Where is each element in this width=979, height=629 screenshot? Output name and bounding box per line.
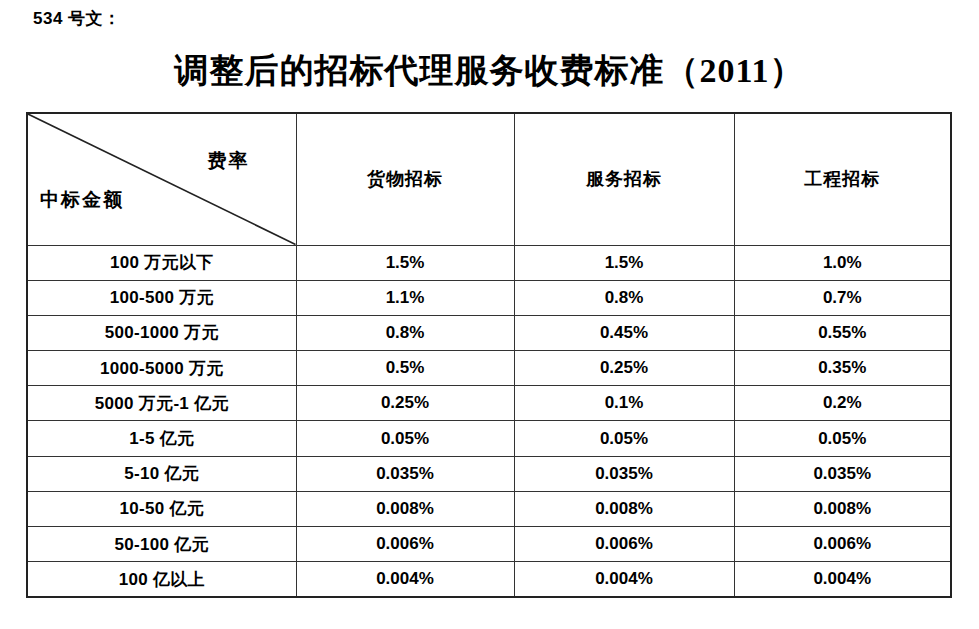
amount-cell: 100 亿以上 (27, 562, 296, 597)
service-rate-cell: 0.006% (514, 527, 734, 562)
table-row: 1000-5000 万元 0.5% 0.25% 0.35% (27, 351, 951, 386)
amount-cell: 500-1000 万元 (27, 315, 296, 350)
table-header-row: 费率 中标金额 货物招标 服务招标 工程招标 (27, 113, 951, 245)
service-rate-cell: 0.45% (514, 315, 734, 350)
goods-rate-cell: 1.5% (296, 245, 514, 280)
engineering-rate-cell: 0.55% (734, 315, 951, 350)
amount-cell: 5000 万元-1 亿元 (27, 386, 296, 421)
table-row: 1-5 亿元 0.05% 0.05% 0.05% (27, 421, 951, 456)
corner-header-cell: 费率 中标金额 (27, 113, 296, 245)
amount-cell: 1-5 亿元 (27, 421, 296, 456)
goods-rate-cell: 1.1% (296, 280, 514, 315)
document-page: 534 号文： 调整后的招标代理服务收费标准（2011） 费率 中标金额 货物招… (0, 0, 979, 629)
table-row: 100-500 万元 1.1% 0.8% 0.7% (27, 280, 951, 315)
page-title: 调整后的招标代理服务收费标准（2011） (0, 48, 979, 94)
amount-cell: 1000-5000 万元 (27, 351, 296, 386)
engineering-rate-cell: 0.004% (734, 562, 951, 597)
table-row: 10-50 亿元 0.008% 0.008% 0.008% (27, 491, 951, 526)
column-header-engineering: 工程招标 (734, 113, 951, 245)
table-row: 100 万元以下 1.5% 1.5% 1.0% (27, 245, 951, 280)
service-rate-cell: 0.008% (514, 491, 734, 526)
goods-rate-cell: 0.25% (296, 386, 514, 421)
fee-rate-table: 费率 中标金额 货物招标 服务招标 工程招标 100 万元以下 1.5% 1.5… (26, 112, 952, 598)
diagonal-divider-line (28, 114, 296, 245)
engineering-rate-cell: 0.006% (734, 527, 951, 562)
engineering-rate-cell: 1.0% (734, 245, 951, 280)
amount-cell: 5-10 亿元 (27, 456, 296, 491)
table-row: 500-1000 万元 0.8% 0.45% 0.55% (27, 315, 951, 350)
amount-cell: 50-100 亿元 (27, 527, 296, 562)
table-row: 50-100 亿元 0.006% 0.006% 0.006% (27, 527, 951, 562)
table-row: 100 亿以上 0.004% 0.004% 0.004% (27, 562, 951, 597)
amount-cell: 10-50 亿元 (27, 491, 296, 526)
goods-rate-cell: 0.05% (296, 421, 514, 456)
rate-axis-label: 费率 (208, 148, 250, 174)
doc-number-label: 534 号文： (33, 7, 121, 30)
service-rate-cell: 0.1% (514, 386, 734, 421)
engineering-rate-cell: 0.008% (734, 491, 951, 526)
engineering-rate-cell: 0.35% (734, 351, 951, 386)
engineering-rate-cell: 0.035% (734, 456, 951, 491)
table-row: 5000 万元-1 亿元 0.25% 0.1% 0.2% (27, 386, 951, 421)
service-rate-cell: 0.05% (514, 421, 734, 456)
goods-rate-cell: 0.004% (296, 562, 514, 597)
table-row: 5-10 亿元 0.035% 0.035% 0.035% (27, 456, 951, 491)
service-rate-cell: 0.25% (514, 351, 734, 386)
column-header-service: 服务招标 (514, 113, 734, 245)
engineering-rate-cell: 0.2% (734, 386, 951, 421)
service-rate-cell: 0.004% (514, 562, 734, 597)
goods-rate-cell: 0.035% (296, 456, 514, 491)
service-rate-cell: 1.5% (514, 245, 734, 280)
goods-rate-cell: 0.8% (296, 315, 514, 350)
engineering-rate-cell: 0.7% (734, 280, 951, 315)
goods-rate-cell: 0.5% (296, 351, 514, 386)
service-rate-cell: 0.035% (514, 456, 734, 491)
column-header-goods: 货物招标 (296, 113, 514, 245)
engineering-rate-cell: 0.05% (734, 421, 951, 456)
goods-rate-cell: 0.008% (296, 491, 514, 526)
amount-cell: 100 万元以下 (27, 245, 296, 280)
amount-cell: 100-500 万元 (27, 280, 296, 315)
amount-axis-label: 中标金额 (40, 187, 124, 213)
goods-rate-cell: 0.006% (296, 527, 514, 562)
service-rate-cell: 0.8% (514, 280, 734, 315)
